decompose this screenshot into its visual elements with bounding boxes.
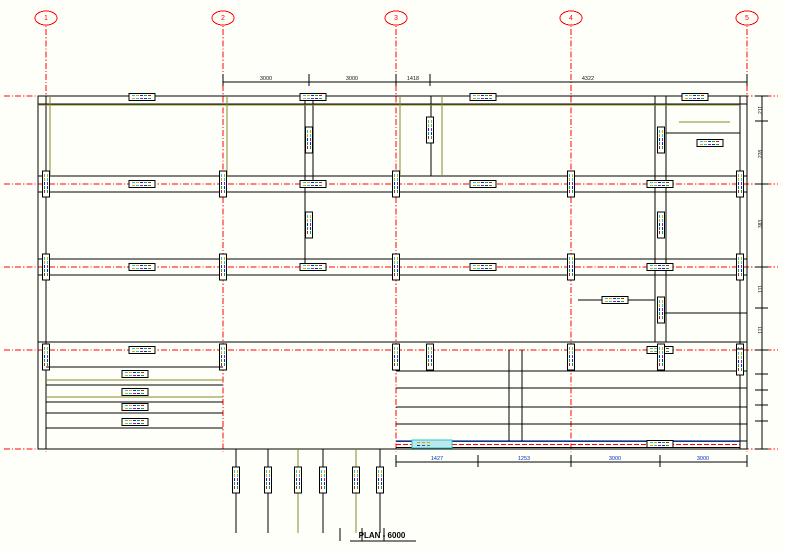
svg-text:383: 383 [758,220,764,229]
svg-text:3000: 3000 [346,76,358,82]
svg-text:1427: 1427 [431,456,443,462]
svg-text:3000: 3000 [260,76,272,82]
svg-text:3000: 3000 [697,456,709,462]
svg-text:3000: 3000 [609,456,621,462]
svg-text:PLAN - 6000: PLAN - 6000 [359,531,406,540]
svg-text:4: 4 [569,15,573,22]
svg-text:1: 1 [44,15,48,22]
svg-text:2: 2 [221,15,225,22]
svg-text:211: 211 [758,106,764,114]
svg-text:4322: 4322 [582,76,594,82]
svg-text:3: 3 [394,15,398,22]
svg-text:5: 5 [745,15,749,22]
svg-text:111: 111 [758,285,764,293]
svg-text:228: 228 [758,150,764,159]
svg-text:111: 111 [758,326,764,334]
svg-text:1418: 1418 [407,76,419,82]
svg-text:1253: 1253 [518,456,530,462]
